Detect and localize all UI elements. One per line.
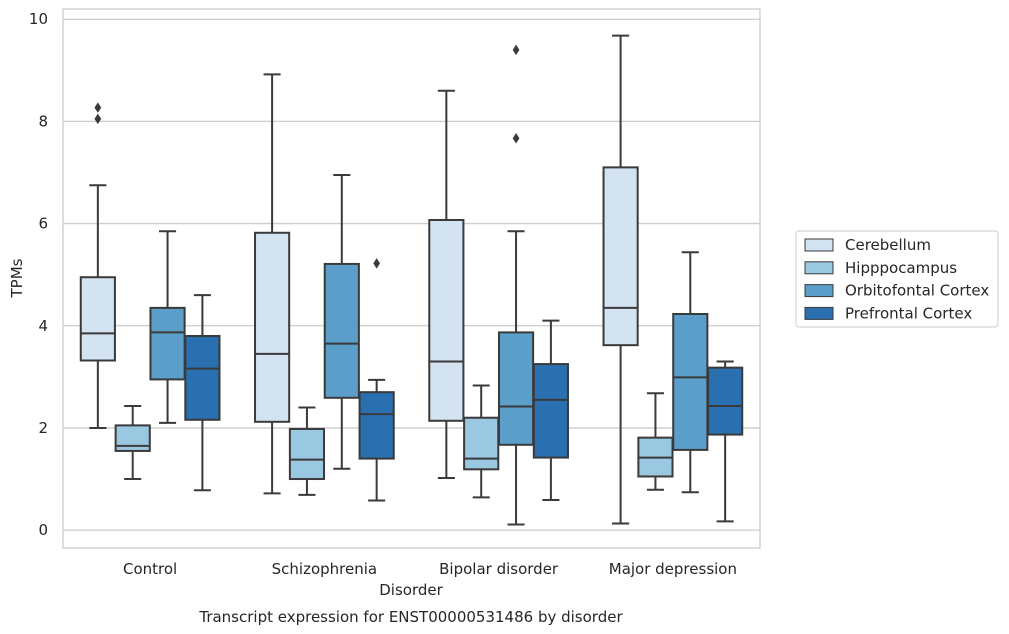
x-tick-label: Control [123, 560, 177, 578]
x-tick-labels: Control Schizophrenia Bipolar disorder Majo… [123, 560, 737, 578]
y-tick-label: 0 [38, 521, 48, 539]
box-iqr [463, 416, 500, 471]
box-group [532, 319, 569, 501]
legend-label: Hipppocampus [845, 259, 957, 277]
x-tick-label: Schizophrenia [272, 560, 377, 578]
box-iqr [79, 276, 116, 362]
legend-label: Orbitofontal Cortex [845, 282, 989, 300]
y-tick-label: 10 [29, 10, 48, 28]
box-iqr [497, 331, 535, 446]
box-iqr [707, 366, 744, 436]
box-iqr [428, 219, 465, 422]
plot-frame [62, 8, 761, 549]
legend-label: Prefrontal Cortex [845, 304, 972, 322]
box-group [114, 404, 151, 481]
legend-frame [795, 230, 999, 328]
legend-label: Cerebellum [845, 236, 931, 254]
outlier-point [512, 44, 520, 56]
box-group [288, 406, 326, 496]
chart-title: Transcript expression for ENST0000053148… [198, 608, 623, 626]
box-group [672, 251, 709, 494]
box-plots [79, 34, 744, 526]
y-tick-label: 6 [38, 215, 48, 233]
x-axis-label: Disorder [379, 581, 443, 599]
y-tick-labels: 0 2 4 6 8 10 [29, 10, 48, 539]
box-iqr [288, 427, 326, 481]
box-group [149, 230, 186, 424]
box-iqr [672, 313, 709, 451]
legend: Cerebellum Hipppocampus Orbitofontal Corte… [795, 230, 999, 328]
y-tick-label: 8 [38, 112, 48, 130]
x-tick-label: Major depression [609, 560, 737, 578]
box-iqr [114, 424, 151, 452]
outlier-point [94, 113, 102, 125]
legend-swatch [804, 238, 834, 252]
box-group [323, 174, 360, 470]
outlier-point [94, 102, 102, 113]
legend-swatch [804, 306, 834, 320]
x-tick-label: Bipolar disorder [439, 560, 559, 578]
box-iqr [254, 231, 291, 423]
box-group [497, 44, 535, 526]
box-group [428, 89, 465, 480]
box-group [358, 258, 395, 502]
outlier-point [373, 258, 381, 269]
box-group [184, 294, 221, 492]
y-tick-label: 2 [38, 419, 48, 437]
box-group [637, 392, 674, 491]
box-iqr [149, 306, 186, 381]
box-group [463, 384, 500, 499]
box-iqr [602, 166, 639, 347]
box-group [79, 102, 116, 429]
y-axis-label: TPMs [8, 258, 26, 298]
box-iqr [184, 334, 221, 421]
box-iqr [323, 262, 360, 399]
y-tick-label: 4 [38, 317, 48, 335]
box-iqr [358, 391, 395, 460]
box-iqr [532, 363, 569, 459]
box-group [707, 360, 744, 523]
box-group [602, 34, 639, 525]
legend-swatch [804, 261, 834, 275]
legend-swatch [804, 284, 834, 298]
box-group [254, 73, 291, 495]
outlier-point [512, 133, 520, 144]
